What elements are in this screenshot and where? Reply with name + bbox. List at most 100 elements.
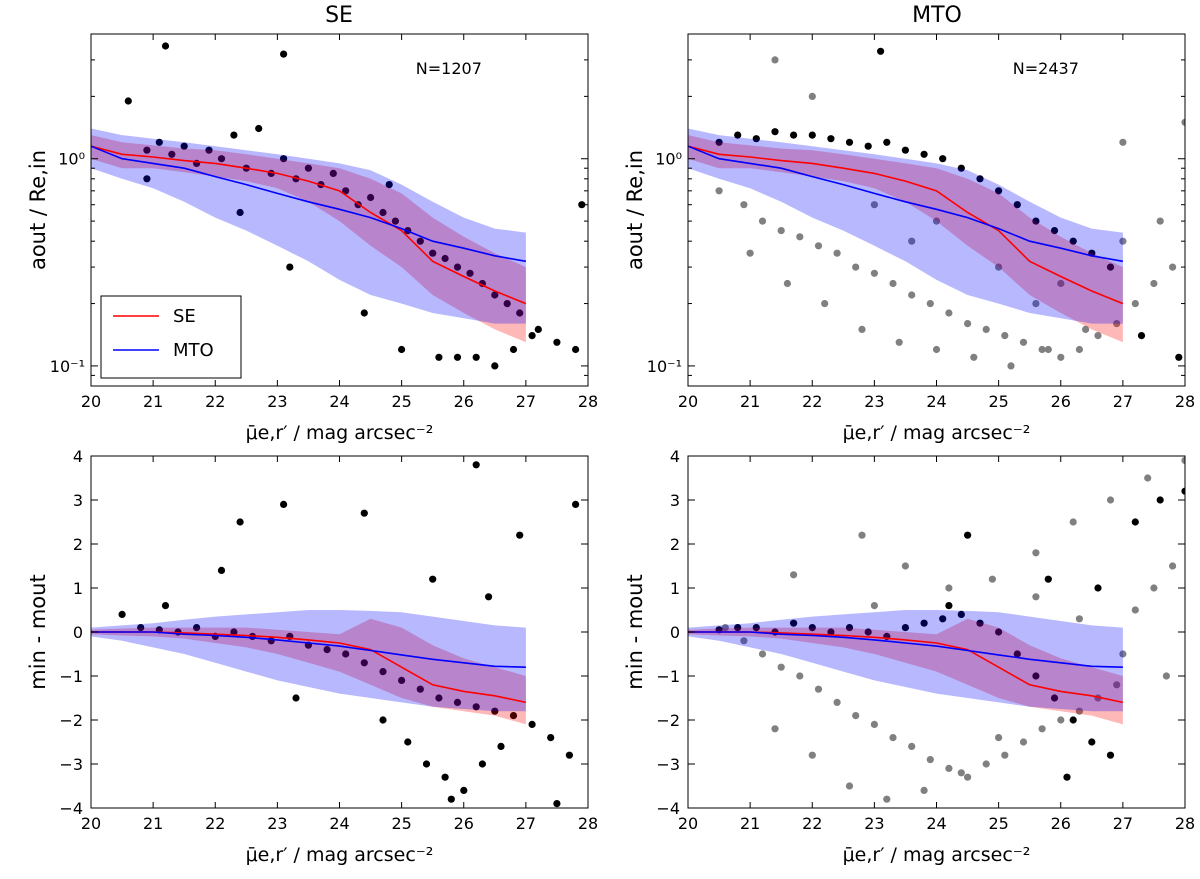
scatter-point — [460, 786, 468, 795]
scatter-point — [901, 146, 910, 154]
scatter-point — [908, 742, 916, 751]
scatter-point — [1032, 300, 1040, 308]
scatter-point — [870, 602, 879, 610]
line-mto — [688, 631, 1123, 668]
scatter-point — [945, 764, 953, 773]
line-se — [91, 145, 527, 305]
scatter-point — [1019, 738, 1028, 746]
y-tick-label: 1 — [73, 579, 83, 598]
scatter-point — [578, 201, 586, 209]
y-tick-label: 1 — [670, 579, 680, 598]
x-tick-label: 20 — [81, 392, 101, 411]
sample-size-annotation: N=1207 — [416, 59, 482, 78]
scatter-point — [360, 509, 368, 517]
scatter-point — [1019, 338, 1028, 346]
scatter-point — [509, 712, 518, 720]
scatter-point — [814, 685, 823, 693]
scatter-point — [143, 175, 151, 183]
x-tick-label: 22 — [205, 814, 225, 833]
legend-label-se: SE — [173, 306, 196, 327]
scatter-point — [193, 624, 201, 632]
scatter-point — [808, 131, 816, 139]
scatter-point — [429, 575, 437, 583]
scatter-point — [1038, 345, 1046, 354]
scatter-point — [1162, 672, 1170, 680]
scatter-point — [1032, 672, 1040, 680]
scatter-point — [976, 619, 984, 627]
scatter-point — [771, 128, 779, 136]
scatter-point — [360, 659, 368, 667]
scatter-point — [1069, 518, 1077, 526]
scatter-point — [957, 610, 965, 619]
scatter-point — [982, 760, 990, 768]
x-tick-label: 28 — [578, 814, 598, 833]
band-mto — [91, 610, 526, 712]
scatter-point — [1094, 584, 1102, 592]
scatter-point — [1106, 496, 1115, 504]
y-tick-label: 4 — [73, 447, 83, 466]
scatter-point — [1032, 549, 1040, 557]
scatter-point — [783, 279, 792, 288]
scatter-point — [926, 756, 934, 764]
scatter-point — [864, 142, 872, 150]
x-tick-label: 25 — [988, 392, 1008, 411]
scatter-point — [1075, 345, 1083, 354]
scatter-point — [516, 309, 524, 317]
band-mto — [688, 610, 1123, 712]
scatter-point — [416, 685, 424, 693]
scatter-point — [1181, 118, 1185, 126]
x-tick-label: 26 — [1051, 814, 1071, 833]
line-mto — [91, 145, 527, 263]
scatter-point — [342, 187, 350, 195]
scatter-point — [572, 500, 580, 508]
scatter-point — [870, 201, 879, 209]
scatter-point — [920, 786, 928, 795]
scatter-point — [976, 175, 984, 183]
scatter-point — [790, 571, 798, 579]
band-se — [91, 618, 526, 725]
scatter-point — [988, 575, 997, 583]
scatter-point — [982, 325, 990, 333]
x-tick-label: 20 — [678, 392, 698, 411]
plot-area — [91, 42, 586, 370]
x-tick-label: 20 — [81, 814, 101, 833]
x-tick-label: 28 — [1175, 392, 1195, 411]
x-tick-label: 25 — [391, 814, 411, 833]
scatter-point — [509, 345, 518, 354]
scatter-point — [883, 138, 891, 146]
scatter-point — [864, 628, 872, 636]
y-tick-label: −4 — [59, 799, 83, 818]
scatter-point — [1075, 615, 1083, 623]
scatter-point — [118, 610, 126, 619]
scatter-point — [889, 279, 897, 288]
scatter-point — [995, 628, 1003, 636]
scatter-point — [572, 345, 580, 354]
scatter-point — [528, 720, 536, 729]
scatter-point — [964, 320, 972, 328]
y-tick-label: −4 — [656, 799, 680, 818]
scatter-point — [758, 217, 767, 225]
scatter-point — [1156, 496, 1164, 504]
y-tick-label: −1 — [59, 667, 83, 686]
scatter-point — [740, 201, 748, 209]
scatter-point — [236, 518, 244, 526]
scatter-point — [124, 97, 132, 105]
x-tick-label: 26 — [1051, 392, 1071, 411]
scatter-point — [453, 263, 462, 271]
scatter-point — [845, 782, 854, 790]
scatter-point — [870, 720, 879, 729]
plot-area — [688, 47, 1185, 370]
scatter-point — [553, 800, 561, 808]
x-tick-label: 21 — [143, 392, 163, 411]
scatter-point — [1144, 474, 1152, 482]
scatter-point — [821, 300, 829, 308]
scatter-point — [901, 624, 910, 632]
scatter-point — [416, 237, 424, 245]
scatter-point — [1131, 606, 1139, 614]
scatter-point — [964, 531, 972, 539]
x-axis-label: μ̄e,r′ / mag arcsec⁻² — [843, 422, 1031, 444]
scatter-point — [845, 624, 854, 632]
scatter-point — [1119, 138, 1127, 146]
scatter-point — [453, 698, 462, 707]
